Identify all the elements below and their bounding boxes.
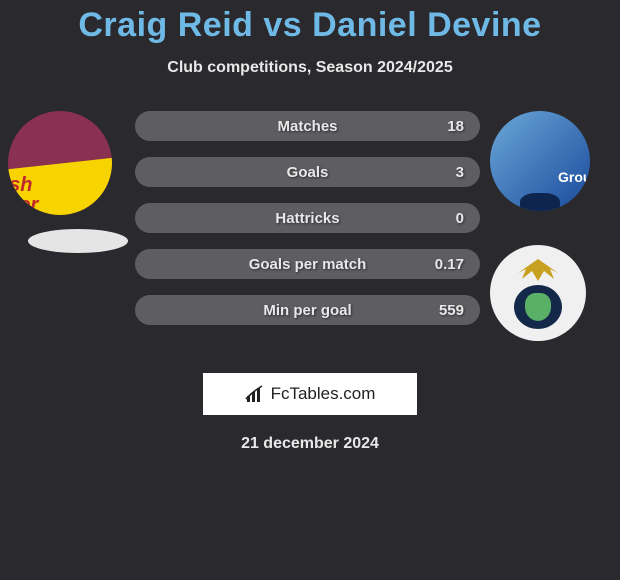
stat-row-min-per-goal: Min per goal 559 [135, 295, 480, 325]
page-title: Craig Reid vs Daniel Devine [0, 0, 620, 45]
thistle-inner [525, 293, 551, 321]
eagle-icon [508, 255, 568, 283]
date-text: 21 december 2024 [0, 435, 620, 453]
stat-row-matches: Matches 18 [135, 111, 480, 141]
right-player-photo: Group [490, 111, 590, 211]
stat-row-goals: Goals 3 [135, 157, 480, 187]
stat-label: Goals [287, 164, 329, 181]
main-area: ash nver Matches 18 Goals 3 Hattricks 0 … [0, 111, 620, 351]
right-player-column: Group [490, 111, 600, 341]
stat-value: 0.17 [435, 256, 464, 273]
stat-value: 3 [456, 164, 464, 181]
stats-list: Matches 18 Goals 3 Hattricks 0 Goals per… [135, 111, 480, 341]
stat-row-goals-per-match: Goals per match 0.17 [135, 249, 480, 279]
stat-value: 0 [456, 210, 464, 227]
stat-value: 18 [447, 118, 464, 135]
page-subtitle: Club competitions, Season 2024/2025 [0, 59, 620, 77]
stat-label: Min per goal [263, 302, 351, 319]
right-shirt-text: Group [558, 169, 590, 185]
stat-value: 559 [439, 302, 464, 319]
left-shirt-text-2: nver [8, 194, 38, 215]
left-player-column: ash nver [8, 111, 123, 253]
left-club-badge [28, 229, 128, 253]
chart-icon [245, 384, 267, 404]
right-photo-collar [520, 193, 560, 211]
stat-label: Matches [277, 118, 337, 135]
thistle-badge [514, 285, 562, 329]
left-player-photo: ash nver [8, 111, 112, 215]
stat-label: Hattricks [275, 210, 339, 227]
right-club-badge [490, 245, 586, 341]
comparison-card: Craig Reid vs Daniel Devine Club competi… [0, 0, 620, 453]
brand-logo-box: FcTables.com [203, 373, 417, 415]
brand-text: FcTables.com [271, 384, 376, 404]
stat-row-hattricks: Hattricks 0 [135, 203, 480, 233]
stat-label: Goals per match [249, 256, 367, 273]
